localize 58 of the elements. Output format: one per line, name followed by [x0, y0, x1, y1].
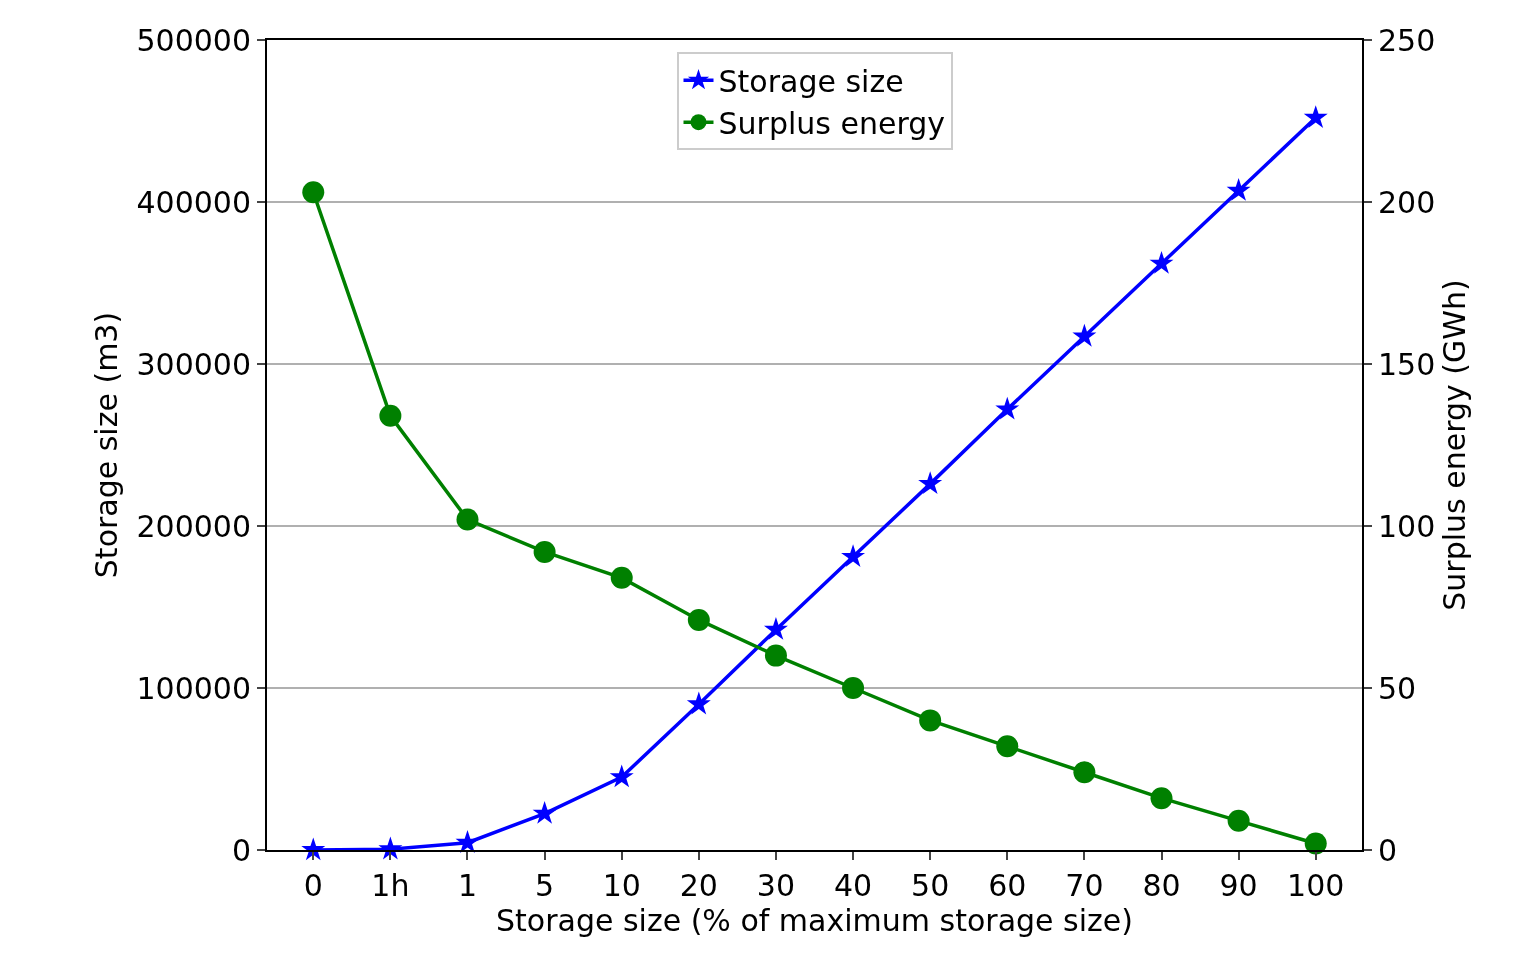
point — [610, 566, 633, 589]
y-tick-label: 100000 — [136, 670, 251, 706]
x-tick-label: 30 — [756, 868, 796, 903]
point — [456, 508, 479, 531]
point — [1149, 250, 1174, 274]
point — [532, 800, 557, 824]
y2-axis-title: Surplus energy (GWh) — [1437, 279, 1473, 611]
x-tick-label: 10 — [602, 868, 641, 903]
y-tick-label: 500000 — [136, 22, 251, 58]
legend-label: Storage size — [718, 63, 904, 99]
point — [378, 836, 403, 860]
y-tick-label: 200000 — [136, 508, 251, 544]
point — [764, 644, 787, 667]
point — [918, 471, 943, 495]
point — [919, 709, 942, 732]
point — [763, 617, 788, 640]
y2-tick-label: 0 — [1378, 832, 1398, 868]
y-tick-label: 0 — [231, 832, 251, 868]
x-tick-label: 1h — [371, 868, 410, 903]
point — [1073, 761, 1096, 784]
x-tick-label: 1 — [457, 868, 478, 903]
point — [1227, 809, 1250, 832]
point — [842, 677, 865, 699]
x-tick-label: 100 — [1287, 868, 1345, 903]
point — [379, 404, 402, 427]
point — [687, 608, 710, 631]
point — [995, 396, 1020, 420]
x-axis-title: Storage size (% of maximum storage size) — [496, 903, 1133, 938]
point — [1150, 787, 1173, 810]
x-tick-label: 40 — [833, 868, 873, 903]
y2-tick-label: 250 — [1378, 22, 1436, 58]
y2-tick-label: 200 — [1378, 184, 1436, 220]
y2-tick-label: 150 — [1378, 346, 1436, 382]
x-tick-label: 70 — [1065, 868, 1104, 903]
x-tick-label: 5 — [535, 868, 555, 903]
y2-tick-label: 50 — [1378, 670, 1417, 706]
x-tick-label: 90 — [1219, 868, 1258, 903]
point — [841, 544, 866, 567]
legend-label: Surplus energy — [718, 105, 945, 141]
x-tick-label: 20 — [679, 868, 718, 903]
point — [302, 181, 325, 204]
x-tick-label: 60 — [988, 868, 1027, 903]
point — [1304, 832, 1327, 855]
x-tick-label: 80 — [1142, 868, 1181, 903]
y-axis-title: Storage size (m3) — [88, 311, 124, 579]
point — [1226, 178, 1251, 201]
y-tick-label: 300000 — [136, 346, 251, 382]
point — [1072, 323, 1097, 347]
point — [996, 735, 1019, 758]
y2-tick-label: 100 — [1378, 508, 1436, 544]
x-tick-label: 0 — [303, 868, 323, 903]
y-tick-label: 400000 — [136, 184, 251, 220]
point — [1303, 105, 1328, 128]
x-tick-label: 50 — [911, 868, 950, 903]
point — [609, 764, 634, 788]
point — [686, 691, 711, 715]
point — [533, 540, 556, 563]
point — [455, 830, 480, 853]
